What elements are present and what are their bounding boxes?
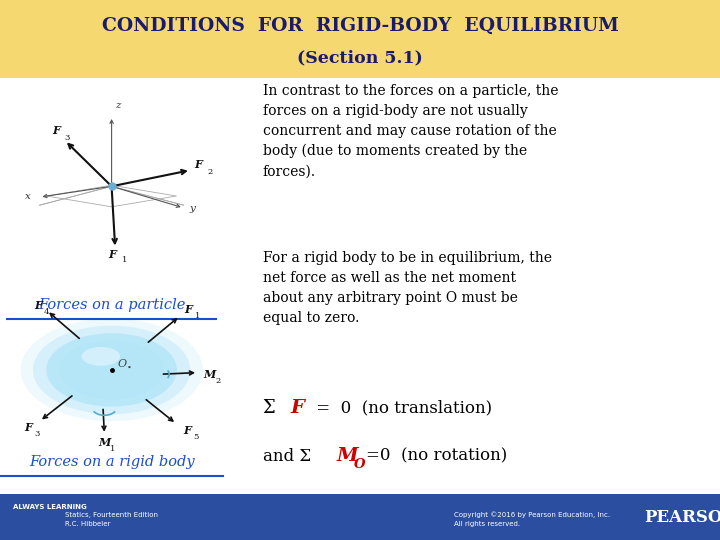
Text: Statics, Fourteenth Edition
R.C. Hibbeler: Statics, Fourteenth Edition R.C. Hibbele… bbox=[65, 512, 158, 526]
Text: 3: 3 bbox=[34, 430, 40, 438]
Text: O: O bbox=[354, 458, 366, 471]
Text: 1: 1 bbox=[110, 446, 116, 453]
Text: CONDITIONS  FOR  RIGID-BODY  EQUILIBRIUM: CONDITIONS FOR RIGID-BODY EQUILIBRIUM bbox=[102, 17, 618, 35]
Text: In contrast to the forces on a particle, the
forces on a rigid-body are not usua: In contrast to the forces on a particle,… bbox=[263, 84, 558, 179]
Text: 1: 1 bbox=[122, 256, 127, 264]
Text: and Σ: and Σ bbox=[263, 448, 311, 465]
Text: F: F bbox=[290, 399, 304, 417]
Ellipse shape bbox=[33, 326, 190, 414]
Text: (Section 5.1): (Section 5.1) bbox=[297, 50, 423, 66]
Bar bbox=[0, 0, 720, 78]
Ellipse shape bbox=[46, 333, 177, 407]
Text: PEARSON: PEARSON bbox=[644, 509, 720, 525]
Text: =  0  (no translation): = 0 (no translation) bbox=[311, 399, 492, 416]
Text: 4: 4 bbox=[44, 308, 50, 315]
Text: For a rigid body to be in equilibrium, the
net force as well as the net moment
a: For a rigid body to be in equilibrium, t… bbox=[263, 251, 552, 325]
Text: 1: 1 bbox=[194, 313, 200, 320]
Text: M: M bbox=[203, 369, 216, 380]
Ellipse shape bbox=[49, 335, 174, 405]
Text: 3: 3 bbox=[65, 134, 70, 143]
Text: ALWAYS LEARNING: ALWAYS LEARNING bbox=[13, 504, 86, 510]
Text: O: O bbox=[117, 359, 127, 369]
Bar bbox=[0, 494, 720, 540]
Text: =0  (no rotation): =0 (no rotation) bbox=[366, 448, 507, 465]
Text: F: F bbox=[24, 422, 32, 433]
Text: F: F bbox=[194, 159, 202, 171]
Text: F: F bbox=[35, 300, 42, 310]
Text: M: M bbox=[337, 447, 359, 465]
Text: 2: 2 bbox=[207, 168, 212, 177]
Text: F: F bbox=[109, 249, 117, 260]
Text: Forces on a particle: Forces on a particle bbox=[38, 298, 185, 312]
Text: Forces on a rigid body: Forces on a rigid body bbox=[29, 455, 194, 469]
Ellipse shape bbox=[59, 340, 164, 400]
Text: F: F bbox=[53, 125, 60, 137]
Text: z: z bbox=[115, 101, 121, 110]
Ellipse shape bbox=[20, 319, 203, 421]
Text: 2: 2 bbox=[215, 377, 221, 384]
Text: y: y bbox=[189, 204, 195, 213]
Text: F: F bbox=[185, 305, 192, 315]
Text: Σ: Σ bbox=[263, 399, 276, 417]
Text: •: • bbox=[127, 363, 132, 372]
Text: x: x bbox=[25, 192, 31, 201]
Text: F: F bbox=[184, 425, 191, 436]
Text: Copyright ©2016 by Pearson Education, Inc.
All rights reserved.: Copyright ©2016 by Pearson Education, In… bbox=[454, 512, 610, 527]
Ellipse shape bbox=[81, 347, 120, 366]
Text: M: M bbox=[98, 437, 111, 448]
Text: 5: 5 bbox=[193, 433, 199, 441]
